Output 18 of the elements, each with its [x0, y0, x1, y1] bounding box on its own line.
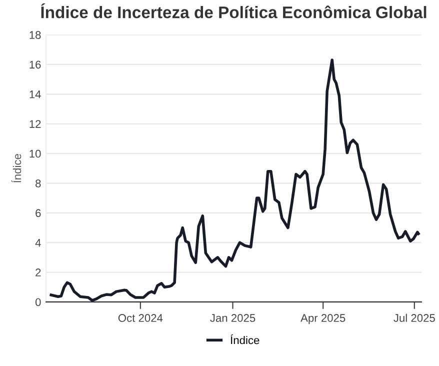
- x-tick-label: Jul 2025: [394, 314, 435, 322]
- legend-label: Índice: [230, 334, 260, 344]
- y-tick-label: 2: [36, 268, 41, 276]
- y-tick-label: 18: [30, 31, 41, 39]
- x-tick-label: Jan 2025: [210, 314, 256, 322]
- y-axis-title: Índice: [11, 154, 22, 182]
- x-tick-label: Apr 2025: [300, 314, 346, 324]
- line-series: [50, 58, 420, 302]
- y-tick-label: 16: [30, 60, 41, 69]
- y-tick-label: 14: [30, 90, 41, 98]
- y-tick-label: 10: [30, 150, 41, 158]
- y-tick-label: 12: [30, 120, 41, 128]
- y-tick-label: 4: [35, 238, 41, 247]
- x-tick-label: Oct 2024: [118, 314, 163, 322]
- y-tick-label: 8: [36, 179, 41, 188]
- y-tick-label: 0: [35, 298, 41, 306]
- y-tick-label: 6: [36, 209, 41, 218]
- chart-title: Índice de Incerteza de Política Econômica Global: [41, 3, 426, 18]
